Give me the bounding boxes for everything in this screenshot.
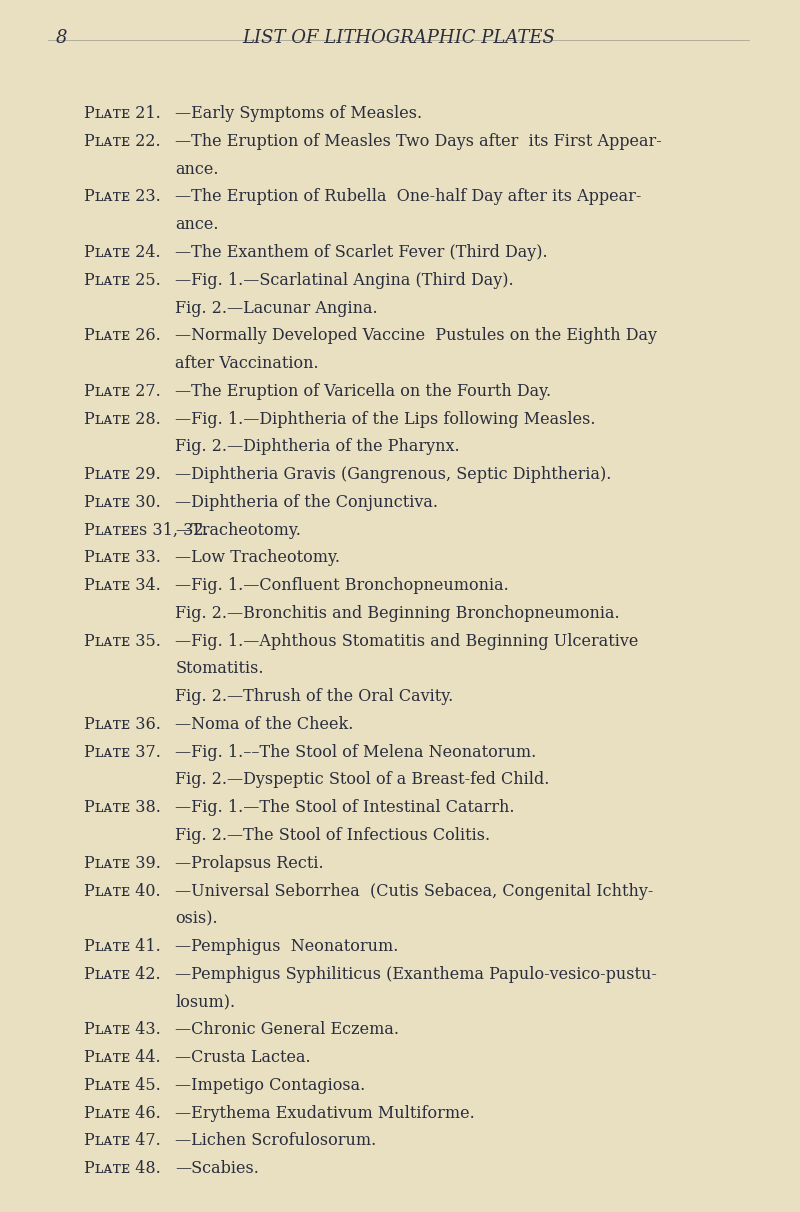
Text: —The Eruption of Measles Two Days after  its First Appear-: —The Eruption of Measles Two Days after … — [175, 133, 662, 150]
Text: Pʟᴀᴛᴇ 43.: Pʟᴀᴛᴇ 43. — [84, 1022, 161, 1039]
Text: 8: 8 — [56, 29, 67, 47]
Text: Pʟᴀᴛᴇ 40.: Pʟᴀᴛᴇ 40. — [84, 882, 160, 899]
Text: —Crusta Lactea.: —Crusta Lactea. — [175, 1050, 311, 1067]
Text: Pʟᴀᴛᴇ 38.: Pʟᴀᴛᴇ 38. — [84, 799, 161, 816]
Text: Pʟᴀᴛᴇ 39.: Pʟᴀᴛᴇ 39. — [84, 854, 161, 871]
Text: Pʟᴀᴛᴇ 21.: Pʟᴀᴛᴇ 21. — [84, 105, 161, 122]
Text: LIST OF LITHOGRAPHIC PLATES: LIST OF LITHOGRAPHIC PLATES — [242, 29, 555, 47]
Text: —Lichen Scrofulosorum.: —Lichen Scrofulosorum. — [175, 1132, 377, 1149]
Text: ance.: ance. — [175, 161, 219, 178]
Text: —Prolapsus Recti.: —Prolapsus Recti. — [175, 854, 324, 871]
Text: after Vaccination.: after Vaccination. — [175, 355, 319, 372]
Text: Pʟᴀᴛᴇ 45.: Pʟᴀᴛᴇ 45. — [84, 1077, 161, 1094]
Text: Pʟᴀᴛᴇ 25.: Pʟᴀᴛᴇ 25. — [84, 271, 161, 288]
Text: Pʟᴀᴛᴇ 46.: Pʟᴀᴛᴇ 46. — [84, 1104, 161, 1121]
Text: —Fig. 1.—The Stool of Intestinal Catarrh.: —Fig. 1.—The Stool of Intestinal Catarrh… — [175, 799, 515, 816]
Text: Pʟᴀᴛᴇ 28.: Pʟᴀᴛᴇ 28. — [84, 411, 161, 428]
Text: —Pemphigus Syphiliticus (Exanthema Papulo-vesico-pustu-: —Pemphigus Syphiliticus (Exanthema Papul… — [175, 966, 657, 983]
Text: Pʟᴀᴛᴇ 47.: Pʟᴀᴛᴇ 47. — [84, 1132, 161, 1149]
Text: —The Exanthem of Scarlet Fever (Third Day).: —The Exanthem of Scarlet Fever (Third Da… — [175, 244, 548, 261]
Text: —The Eruption of Varicella on the Fourth Day.: —The Eruption of Varicella on the Fourth… — [175, 383, 551, 400]
Text: Fig. 2.—The Stool of Infectious Colitis.: Fig. 2.—The Stool of Infectious Colitis. — [175, 827, 490, 844]
Text: Fig. 2.—Lacunar Angina.: Fig. 2.—Lacunar Angina. — [175, 299, 378, 316]
Text: Pʟᴀᴛᴇ 35.: Pʟᴀᴛᴇ 35. — [84, 633, 161, 650]
Text: Pʟᴀᴛᴇ 27.: Pʟᴀᴛᴇ 27. — [84, 383, 161, 400]
Text: —Diphtheria of the Conjunctiva.: —Diphtheria of the Conjunctiva. — [175, 493, 438, 510]
Text: Pʟᴀᴛᴇ 34.: Pʟᴀᴛᴇ 34. — [84, 577, 161, 594]
Text: losum).: losum). — [175, 994, 235, 1011]
Text: Pʟᴀᴛᴇᴇs 31, 32.: Pʟᴀᴛᴇᴇs 31, 32. — [84, 521, 208, 538]
Text: —Impetigo Contagiosa.: —Impetigo Contagiosa. — [175, 1077, 366, 1094]
Text: —Diphtheria Gravis (Gangrenous, Septic Diphtheria).: —Diphtheria Gravis (Gangrenous, Septic D… — [175, 467, 612, 484]
Text: —Fig. 1.––The Stool of Melena Neonatorum.: —Fig. 1.––The Stool of Melena Neonatorum… — [175, 744, 537, 761]
Text: Pʟᴀᴛᴇ 26.: Pʟᴀᴛᴇ 26. — [84, 327, 161, 344]
Text: Fig. 2.—Bronchitis and Beginning Bronchopneumonia.: Fig. 2.—Bronchitis and Beginning Broncho… — [175, 605, 620, 622]
Text: Fig. 2.—Dyspeptic Stool of a Breast-fed Child.: Fig. 2.—Dyspeptic Stool of a Breast-fed … — [175, 772, 550, 789]
Text: Pʟᴀᴛᴇ 30.: Pʟᴀᴛᴇ 30. — [84, 493, 161, 510]
Text: —Fig. 1.—Confluent Bronchopneumonia.: —Fig. 1.—Confluent Bronchopneumonia. — [175, 577, 509, 594]
Text: Pʟᴀᴛᴇ 41.: Pʟᴀᴛᴇ 41. — [84, 938, 161, 955]
Text: Pʟᴀᴛᴇ 23.: Pʟᴀᴛᴇ 23. — [84, 188, 161, 206]
Text: ance.: ance. — [175, 216, 219, 233]
Text: Pʟᴀᴛᴇ 24.: Pʟᴀᴛᴇ 24. — [84, 244, 160, 261]
Text: —Pemphigus  Neonatorum.: —Pemphigus Neonatorum. — [175, 938, 398, 955]
Text: Pʟᴀᴛᴇ 36.: Pʟᴀᴛᴇ 36. — [84, 716, 161, 733]
Text: Fig. 2.—Thrush of the Oral Cavity.: Fig. 2.—Thrush of the Oral Cavity. — [175, 688, 454, 705]
Text: osis).: osis). — [175, 910, 218, 927]
Text: Pʟᴀᴛᴇ 44.: Pʟᴀᴛᴇ 44. — [84, 1050, 160, 1067]
Text: Pʟᴀᴛᴇ 29.: Pʟᴀᴛᴇ 29. — [84, 467, 161, 484]
Text: —Fig. 1.—Scarlatinal Angina (Third Day).: —Fig. 1.—Scarlatinal Angina (Third Day). — [175, 271, 514, 288]
Text: —Fig. 1.—Aphthous Stomatitis and Beginning Ulcerative: —Fig. 1.—Aphthous Stomatitis and Beginni… — [175, 633, 638, 650]
Text: —Low Tracheotomy.: —Low Tracheotomy. — [175, 549, 340, 566]
Text: Pʟᴀᴛᴇ 33.: Pʟᴀᴛᴇ 33. — [84, 549, 161, 566]
Text: —Chronic General Eczema.: —Chronic General Eczema. — [175, 1022, 399, 1039]
Text: —The Eruption of Rubella  One-half Day after its Appear-: —The Eruption of Rubella One-half Day af… — [175, 188, 642, 206]
Text: Pʟᴀᴛᴇ 48.: Pʟᴀᴛᴇ 48. — [84, 1160, 161, 1177]
Text: Fig. 2.—Diphtheria of the Pharynx.: Fig. 2.—Diphtheria of the Pharynx. — [175, 439, 460, 456]
Text: —Erythema Exudativum Multiforme.: —Erythema Exudativum Multiforme. — [175, 1104, 475, 1121]
Text: —Universal Seborrhea  (Cutis Sebacea, Congenital Ichthy-: —Universal Seborrhea (Cutis Sebacea, Con… — [175, 882, 654, 899]
Text: —Normally Developed Vaccine  Pustules on the Eighth Day: —Normally Developed Vaccine Pustules on … — [175, 327, 658, 344]
Text: Pʟᴀᴛᴇ 22.: Pʟᴀᴛᴇ 22. — [84, 133, 160, 150]
Text: Pʟᴀᴛᴇ 42.: Pʟᴀᴛᴇ 42. — [84, 966, 160, 983]
Text: Pʟᴀᴛᴇ 37.: Pʟᴀᴛᴇ 37. — [84, 744, 161, 761]
Text: —Fig. 1.—Diphtheria of the Lips following Measles.: —Fig. 1.—Diphtheria of the Lips followin… — [175, 411, 596, 428]
Text: Stomatitis.: Stomatitis. — [175, 661, 264, 678]
Text: —Early Symptoms of Measles.: —Early Symptoms of Measles. — [175, 105, 422, 122]
Text: —Tracheotomy.: —Tracheotomy. — [175, 521, 301, 538]
Text: —Scabies.: —Scabies. — [175, 1160, 259, 1177]
Text: —Noma of the Cheek.: —Noma of the Cheek. — [175, 716, 354, 733]
